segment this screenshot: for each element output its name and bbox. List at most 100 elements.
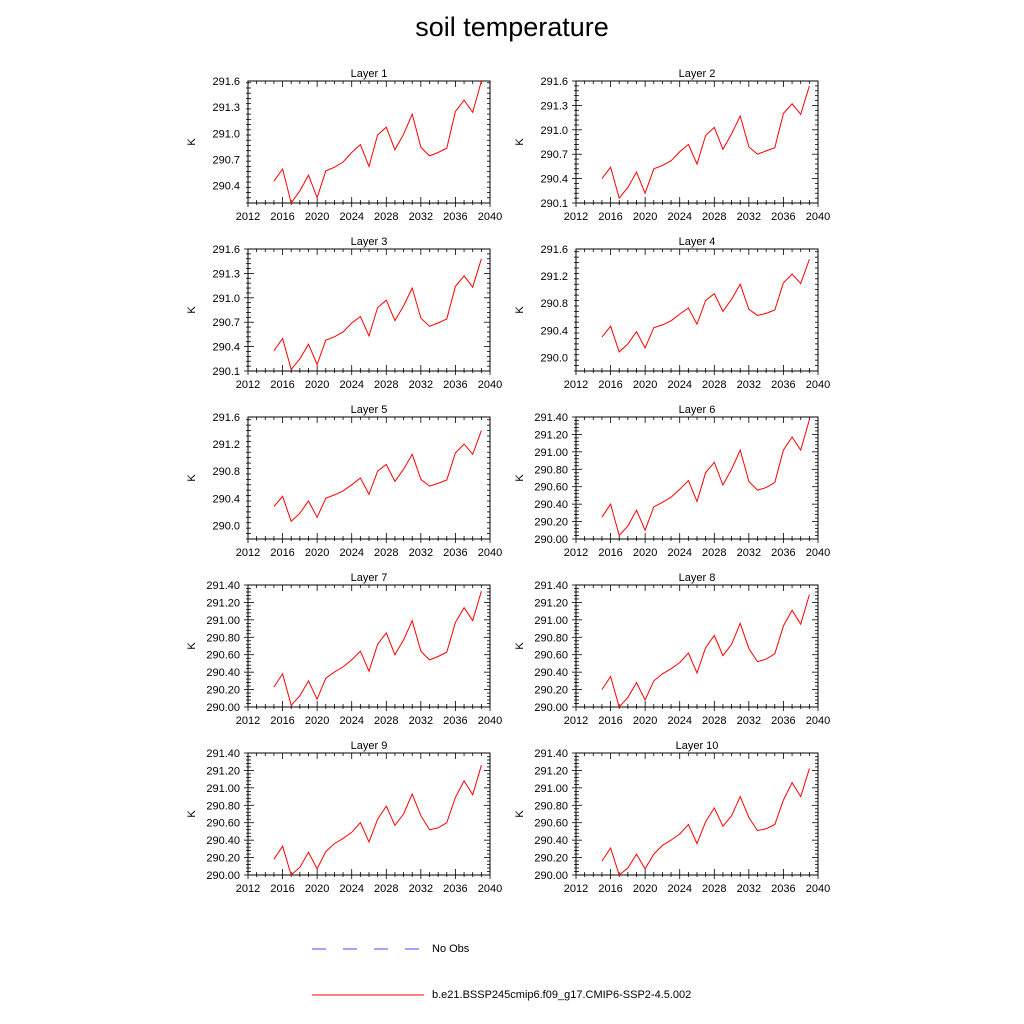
panel-title: Layer 2 — [679, 68, 716, 80]
panel-layer-7: Layer 7 K 2012 2016 2020 2024 2028 2032 2036 2040… — [186, 572, 502, 727]
series-line-model — [273, 80, 482, 205]
y-tick-label: 291.6 — [212, 76, 240, 88]
plot-frame — [247, 248, 491, 372]
legend-dashed-swatch — [312, 948, 420, 950]
x-tick-label: 2032 — [737, 211, 761, 223]
y-tick-label: 291.00 — [206, 783, 240, 795]
y-tick-label: 291.20 — [534, 429, 568, 441]
x-tick-label: 2040 — [806, 883, 830, 895]
x-tick-label: 2036 — [443, 211, 467, 223]
series-line-model — [601, 85, 810, 200]
x-tick-label: 2040 — [806, 547, 830, 559]
x-tick-label: 2012 — [564, 715, 588, 727]
x-tick-label: 2024 — [339, 715, 363, 727]
x-tick-label: 2036 — [771, 547, 795, 559]
x-tick-label: 2024 — [667, 379, 691, 391]
x-tick-label: 2036 — [443, 379, 467, 391]
y-axis-label: K — [514, 642, 526, 650]
y-tick-label: 290.20 — [534, 685, 568, 697]
y-axis-label: K — [514, 474, 526, 482]
y-axis-label: K — [186, 306, 198, 314]
panel-title: Layer 6 — [679, 404, 716, 416]
panel-title: Layer 5 — [351, 404, 388, 416]
y-tick-label: 291.00 — [534, 615, 568, 627]
x-tick-label: 2012 — [564, 379, 588, 391]
y-tick-label: 290.4 — [212, 493, 240, 505]
x-tick-label: 2040 — [478, 715, 502, 727]
y-tick-label: 290.80 — [206, 800, 240, 812]
x-tick-label: 2028 — [702, 211, 726, 223]
page-title: soil temperature — [415, 12, 609, 42]
panel-layer-4: Layer 4 K 2012 2016 2020 2024 2028 2032 2036 2040… — [514, 236, 830, 391]
y-tick-label: 290.40 — [534, 667, 568, 679]
panel-title: Layer 1 — [351, 68, 388, 80]
x-tick-label: 2024 — [667, 211, 691, 223]
x-tick-label: 2020 — [633, 547, 657, 559]
x-tick-label: 2024 — [667, 547, 691, 559]
y-tick-label: 290.00 — [534, 702, 568, 714]
y-tick-label: 290.0 — [212, 520, 240, 532]
y-tick-label: 290.80 — [206, 632, 240, 644]
x-tick-label: 2012 — [564, 547, 588, 559]
y-tick-label: 290.00 — [534, 870, 568, 882]
plot-frame — [575, 416, 819, 540]
x-tick-label: 2032 — [409, 379, 433, 391]
legend-label-no-obs: No Obs — [432, 943, 470, 955]
x-tick-label: 2020 — [633, 883, 657, 895]
legend-label-model: b.e21.BSSP245cmip6.f09_g17.CMIP6-SSP2-4.… — [432, 989, 692, 1001]
panel-title: Layer 4 — [679, 236, 716, 248]
y-tick-label: 290.20 — [534, 517, 568, 529]
y-tick-label: 291.20 — [206, 765, 240, 777]
y-tick-label: 290.60 — [534, 818, 568, 830]
plot-frame — [575, 752, 819, 876]
plot-frame — [575, 248, 819, 372]
y-tick-label: 291.40 — [206, 580, 240, 592]
x-tick-label: 2016 — [598, 883, 622, 895]
series-line-model — [601, 259, 810, 353]
y-tick-label: 291.2 — [212, 439, 240, 451]
x-tick-label: 2032 — [409, 211, 433, 223]
y-tick-label: 291.6 — [212, 244, 240, 256]
y-tick-label: 291.6 — [540, 76, 568, 88]
y-tick-label: 291.20 — [206, 597, 240, 609]
x-tick-label: 2024 — [339, 883, 363, 895]
y-tick-label: 290.8 — [212, 466, 240, 478]
y-tick-label: 290.40 — [534, 835, 568, 847]
plot-frame — [247, 80, 491, 204]
y-tick-label: 290.20 — [206, 685, 240, 697]
y-axis-label: K — [186, 642, 198, 650]
y-tick-label: 290.00 — [206, 702, 240, 714]
panel-layer-8: Layer 8 K 2012 2016 2020 2024 2028 2032 2036 2040… — [514, 572, 830, 727]
y-tick-label: 290.00 — [206, 870, 240, 882]
y-tick-label: 290.4 — [212, 181, 240, 193]
plot-frame — [247, 752, 491, 876]
y-tick-label: 291.40 — [534, 748, 568, 760]
x-tick-label: 2036 — [771, 379, 795, 391]
y-tick-label: 291.2 — [540, 271, 568, 283]
x-tick-label: 2036 — [771, 883, 795, 895]
x-tick-label: 2032 — [409, 547, 433, 559]
x-tick-label: 2012 — [236, 883, 260, 895]
y-tick-label: 290.40 — [206, 835, 240, 847]
series-line-model — [273, 258, 482, 371]
x-tick-label: 2016 — [270, 379, 294, 391]
y-tick-label: 290.20 — [534, 853, 568, 865]
y-axis-label: K — [514, 138, 526, 146]
y-tick-label: 291.3 — [212, 268, 240, 280]
x-tick-label: 2016 — [598, 547, 622, 559]
panel-layer-2: Layer 2 K 2012 2016 2020 2024 2028 2032 2036 2040… — [514, 68, 830, 223]
x-tick-label: 2024 — [667, 883, 691, 895]
x-tick-label: 2040 — [806, 379, 830, 391]
y-tick-label: 291.00 — [534, 783, 568, 795]
x-tick-label: 2040 — [478, 379, 502, 391]
x-tick-label: 2016 — [598, 715, 622, 727]
x-tick-label: 2036 — [443, 883, 467, 895]
y-tick-label: 290.40 — [206, 667, 240, 679]
plot-frame — [247, 416, 491, 540]
panel-title: Layer 10 — [676, 740, 719, 752]
x-tick-label: 2020 — [305, 883, 329, 895]
y-axis-label: K — [186, 474, 198, 482]
x-tick-label: 2028 — [374, 211, 398, 223]
y-tick-label: 291.6 — [212, 412, 240, 424]
